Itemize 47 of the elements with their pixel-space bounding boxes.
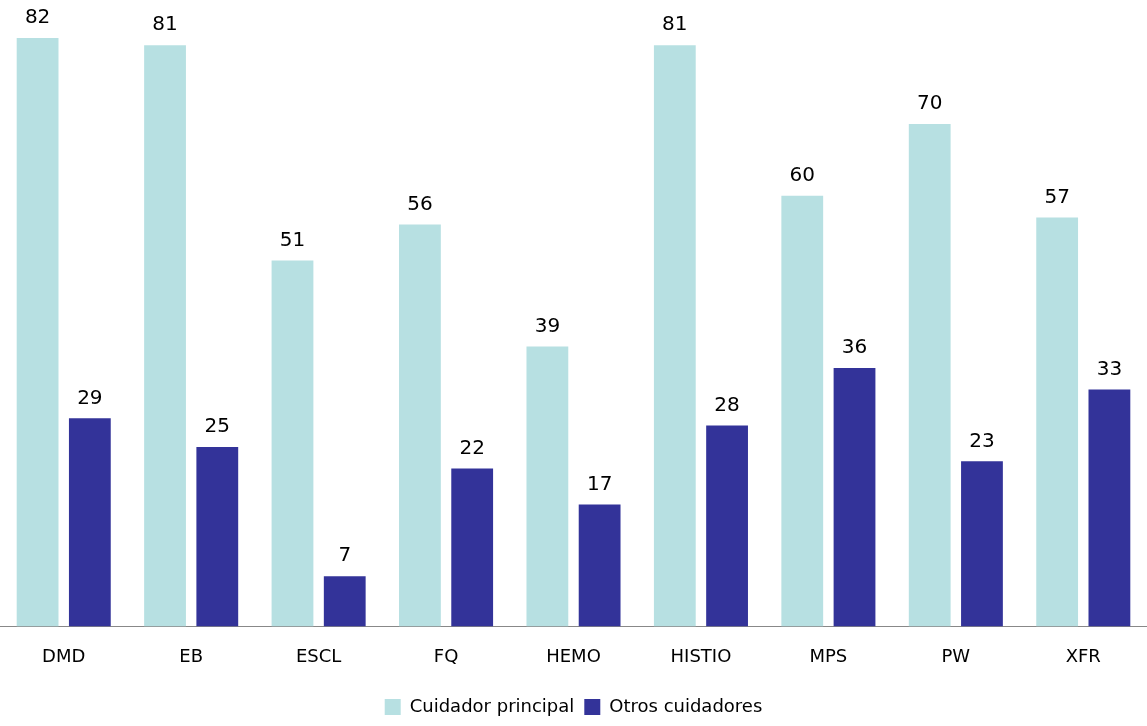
bar — [1036, 217, 1079, 627]
data-label: 57 — [1044, 183, 1070, 208]
bar — [706, 425, 748, 627]
bar — [196, 447, 239, 627]
data-label: 56 — [407, 190, 433, 215]
x-tick-label: ESCL — [295, 644, 342, 666]
x-tick-label: PW — [941, 644, 971, 666]
x-tick-label: DMD — [42, 644, 86, 666]
bar — [833, 368, 876, 627]
bar — [653, 45, 696, 627]
data-label: 60 — [789, 162, 815, 187]
x-tick-label: XFR — [1065, 644, 1101, 666]
data-label: 23 — [969, 427, 995, 452]
bar — [16, 38, 59, 627]
x-tick-label: HISTIO — [670, 644, 732, 666]
bar — [781, 195, 824, 627]
legend-label: Cuidador principal — [409, 694, 575, 716]
data-label: 22 — [459, 434, 485, 459]
data-label: 70 — [916, 90, 943, 115]
bar — [908, 124, 951, 627]
bar — [526, 346, 569, 627]
bar — [68, 418, 111, 627]
bar — [271, 260, 314, 627]
legend-label: Otros cuidadores — [609, 694, 763, 716]
data-label: 39 — [534, 312, 561, 337]
data-label: 7 — [338, 542, 352, 567]
data-label: 28 — [714, 391, 740, 416]
x-tick-label: HEMO — [546, 644, 601, 666]
data-label: 29 — [77, 384, 103, 409]
bar — [961, 461, 1003, 627]
x-tick-label: FQ — [433, 644, 459, 666]
data-label: 51 — [279, 226, 306, 251]
data-label: 81 — [152, 11, 178, 36]
data-label: 36 — [841, 334, 868, 359]
bar — [578, 504, 621, 627]
x-tick-label: EB — [179, 644, 204, 666]
bar — [1088, 389, 1131, 627]
data-label: 25 — [204, 413, 231, 438]
bar — [323, 576, 366, 627]
data-label: 33 — [1096, 355, 1123, 380]
bar — [451, 468, 494, 627]
data-label: 82 — [24, 4, 51, 29]
data-label: 17 — [586, 470, 613, 495]
bar — [399, 224, 441, 627]
bar — [144, 45, 186, 627]
x-tick-label: MPS — [809, 644, 848, 666]
data-label: 81 — [662, 11, 688, 36]
